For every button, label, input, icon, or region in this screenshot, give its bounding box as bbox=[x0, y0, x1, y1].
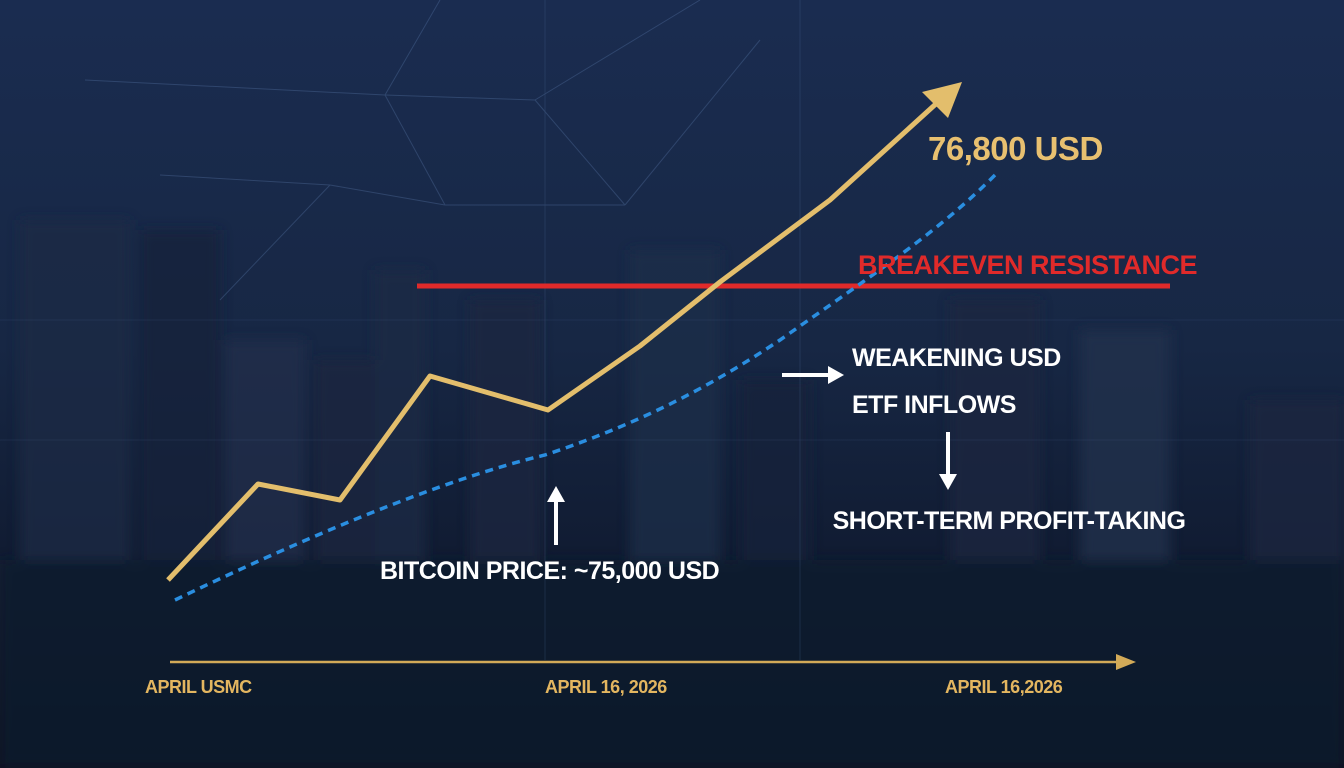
trend-line bbox=[174, 173, 997, 602]
city-skyline bbox=[0, 220, 1344, 768]
x-label: APRIL 16,2026 bbox=[945, 677, 1063, 697]
driver-label: WEAKENING USD bbox=[852, 344, 1061, 372]
price-line bbox=[166, 100, 940, 582]
target-label: 76,800 USD bbox=[928, 130, 1103, 167]
driver-label: ETF INFLOWS bbox=[852, 391, 1016, 419]
price-label: BITCOIN PRICE: ~75,000 USD bbox=[380, 557, 719, 585]
network-lines bbox=[0, 0, 1344, 660]
outcome-label: SHORT-TERM PROFIT-TAKING bbox=[833, 507, 1186, 535]
price-arrow-head bbox=[922, 82, 962, 118]
x-label: APRIL 16, 2026 bbox=[545, 677, 667, 697]
resistance-label: BREAKEVEN RESISTANCE bbox=[858, 250, 1197, 280]
x-label: APRIL USMC bbox=[145, 677, 252, 697]
time-axis-arrow bbox=[1116, 654, 1136, 670]
arrows bbox=[547, 366, 957, 545]
